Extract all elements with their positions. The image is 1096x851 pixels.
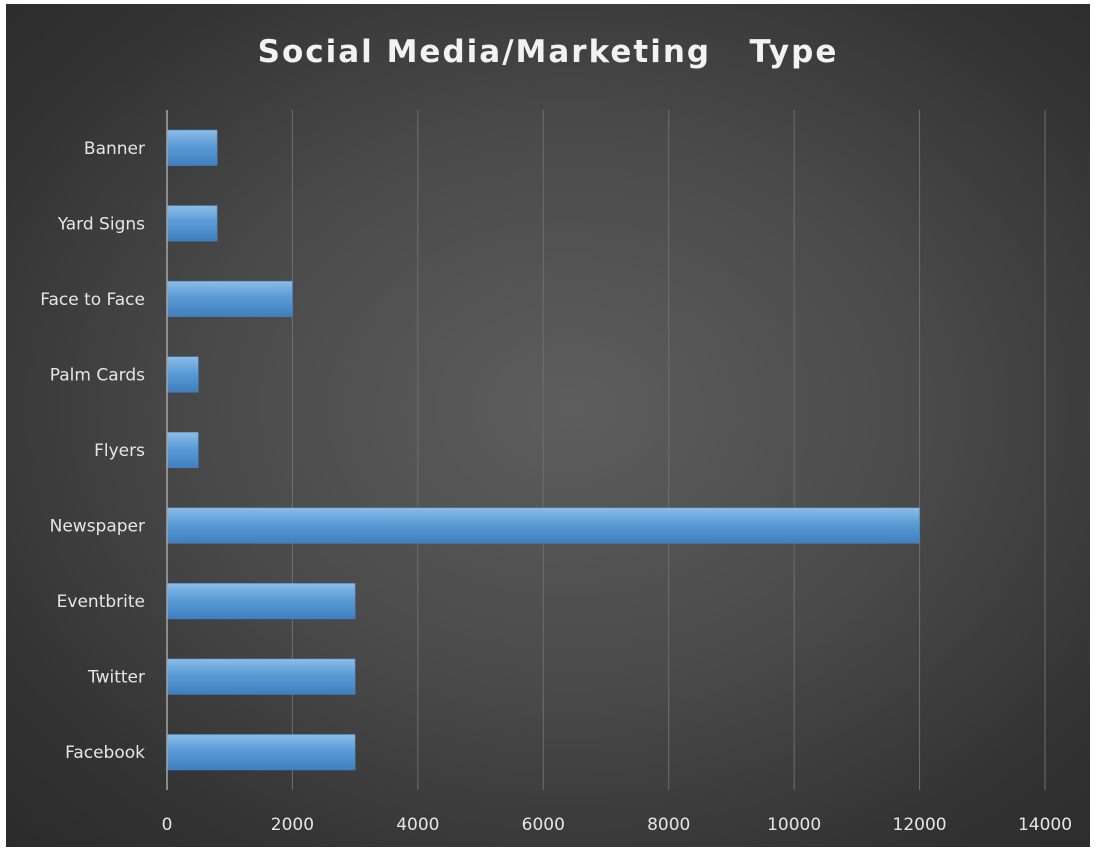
- bar: [166, 507, 920, 544]
- category-label: Palm Cards: [50, 365, 145, 385]
- category-label: Face to Face: [40, 290, 145, 310]
- category-labels: Banner Yard Signs Face to Face Palm Cards Fl…: [40, 139, 145, 763]
- chart-title: Social Media/Marketing Type: [257, 34, 839, 70]
- category-label: Facebook: [65, 743, 145, 763]
- bar: [166, 280, 293, 317]
- gridlines: [291, 110, 1046, 790]
- x-tick-label: 12000: [893, 815, 947, 835]
- x-tick-labels: 0 2000 4000 6000 8000 10000 12000 14000: [162, 815, 1072, 835]
- category-label: Newspaper: [50, 517, 145, 537]
- bar: [166, 129, 218, 166]
- x-tick-label: 14000: [1018, 815, 1072, 835]
- bar: [166, 658, 356, 695]
- x-tick-label: 8000: [647, 815, 690, 835]
- bar: [166, 583, 356, 620]
- bar-chart-plot: Banner Yard Signs Face to Face Palm Cards Fl…: [40, 110, 1072, 835]
- x-tick-label: 4000: [396, 815, 439, 835]
- x-tick-label: 2000: [271, 815, 314, 835]
- x-tick-label: 10000: [767, 815, 821, 835]
- category-label: Eventbrite: [57, 592, 145, 612]
- category-label: Twitter: [87, 668, 145, 688]
- bar: [166, 356, 199, 393]
- bar: [166, 205, 218, 242]
- x-tick-label: 0: [162, 815, 173, 835]
- bar: [166, 734, 356, 771]
- bars: [166, 129, 920, 771]
- x-tick-label: 6000: [522, 815, 565, 835]
- category-label: Yard Signs: [57, 214, 145, 234]
- category-label: Flyers: [94, 441, 145, 461]
- bar: [166, 431, 199, 469]
- category-label: Banner: [84, 139, 145, 159]
- chart-area: Social Media/Marketing Type Banner Yard S…: [6, 4, 1090, 847]
